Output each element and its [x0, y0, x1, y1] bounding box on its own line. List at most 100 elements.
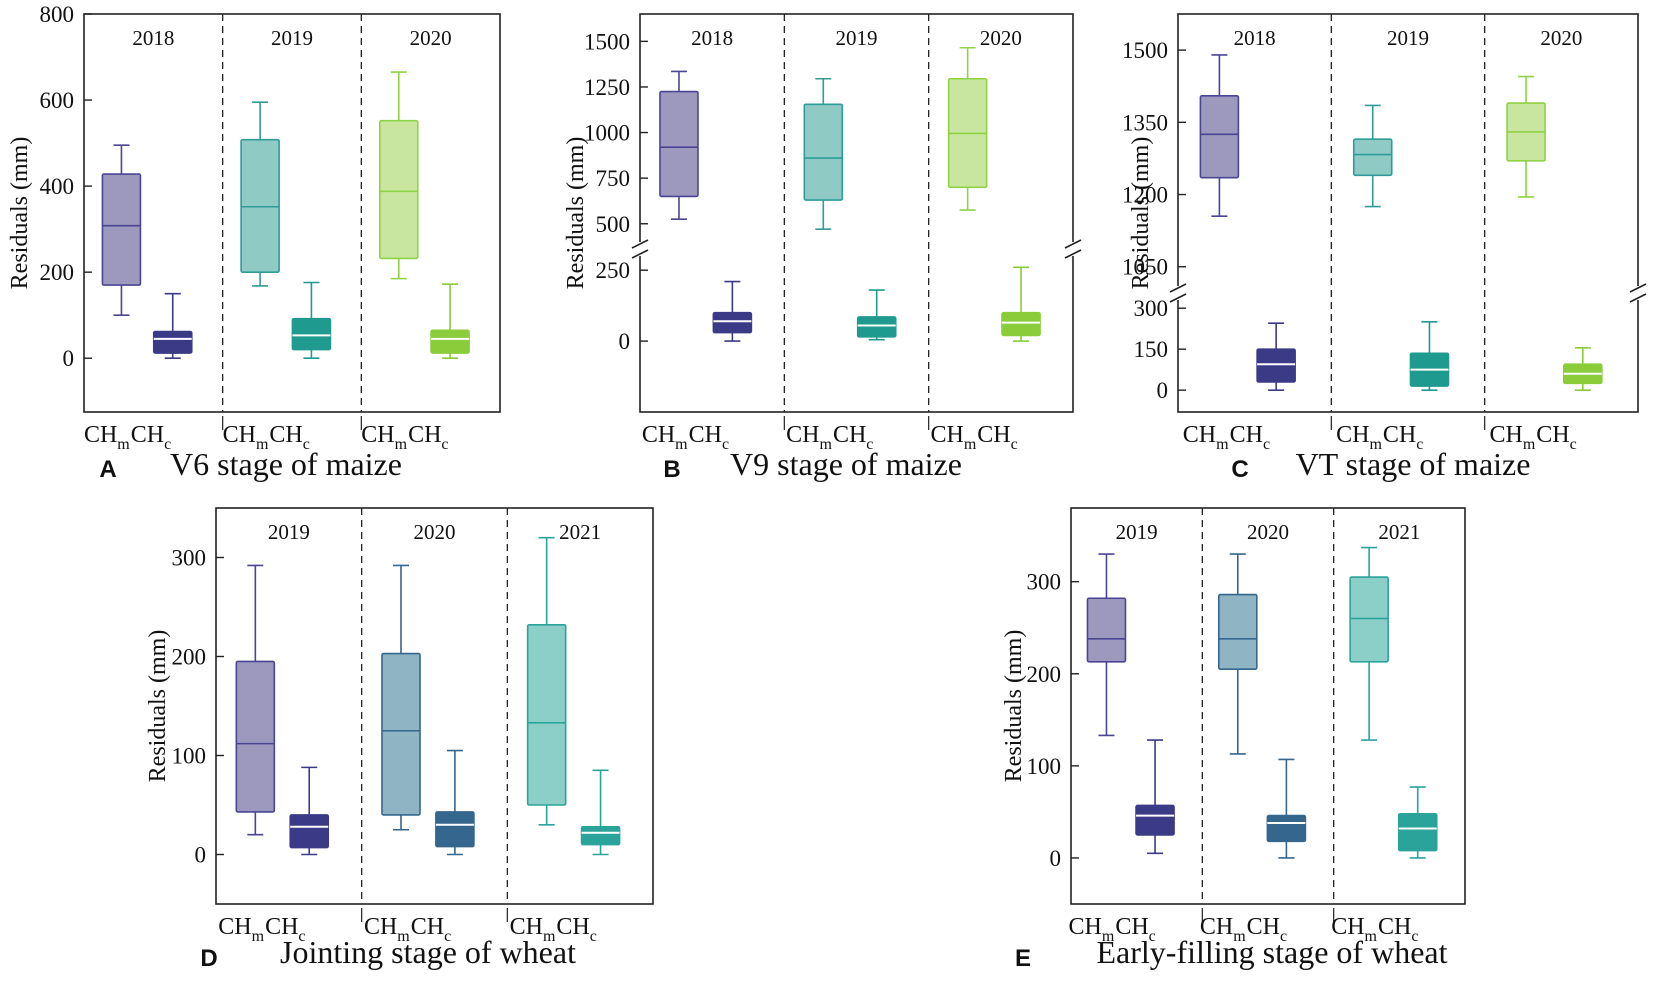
panel-C: 0 150 300 1050 1200 1350 1500 Residuals (mm) 201… [1122, 13, 1647, 483]
x-label-chc: CHc [408, 422, 448, 453]
box-body [1001, 311, 1041, 337]
y-tick-label: 0 [1157, 378, 1169, 403]
box-chc-2021 [1397, 786, 1438, 859]
plot-frame [215, 507, 654, 905]
axis-break-mark [1629, 283, 1647, 293]
box-body [526, 624, 567, 806]
box-chc-2020 [1266, 758, 1307, 859]
y-tick-label: 500 [596, 212, 631, 237]
x-label-chc: CHc [689, 422, 729, 453]
axis-break-mark [1169, 293, 1187, 303]
x-label-chc: CHc [1536, 422, 1576, 453]
box-chc-2019 [1409, 321, 1450, 391]
panel-letter: C [1231, 456, 1248, 483]
y-axis-label: Residuals (mm) [1128, 137, 1154, 290]
group-year-label: 2018 [1234, 26, 1276, 50]
group-year-label: 2020 [414, 520, 456, 544]
y-tick-label: 0 [619, 329, 631, 354]
box-body [235, 660, 276, 813]
panel-letter: E [1015, 945, 1031, 972]
box-chm-2019 [1352, 104, 1393, 208]
group-year-label: 2020 [980, 26, 1022, 50]
x-label-chc: CHc [1230, 422, 1270, 453]
x-label-chm: CHm [361, 422, 407, 453]
y-tick-label: 600 [40, 88, 75, 113]
box-chm-2020 [381, 564, 421, 831]
box-chc-2018 [152, 292, 193, 360]
y-axis-label: Residuals (mm) [7, 137, 33, 290]
y-tick-label: 300 [172, 546, 207, 571]
y-tick-label: 1050 [1122, 255, 1168, 280]
box-chm-2020 [378, 71, 419, 280]
y-tick-label: 200 [40, 260, 75, 285]
box-chc-2021 [580, 769, 621, 856]
box-chc-2019 [1135, 739, 1175, 855]
box-chm-2021 [1349, 546, 1389, 741]
box-chc-2020 [1001, 266, 1041, 342]
group-year-label: 2020 [410, 26, 452, 50]
box-chm-2019 [1086, 553, 1127, 737]
y-tick-label: 250 [596, 258, 631, 283]
box-body [289, 814, 330, 849]
box-body [430, 329, 470, 354]
group-year-label: 2019 [1387, 26, 1429, 50]
box-chc-2020 [1563, 347, 1603, 391]
box-body [378, 119, 419, 260]
y-tick-label: 1500 [1122, 38, 1168, 63]
x-label-chm: CHm [218, 914, 264, 945]
box-body [712, 311, 753, 334]
box-body [381, 652, 421, 816]
box-body [435, 811, 475, 848]
group-year-label: 2019 [1116, 520, 1158, 544]
box-chm-2018 [1199, 54, 1240, 217]
y-tick-label: 300 [1027, 570, 1062, 595]
group-year-label: 2018 [132, 26, 174, 50]
box-body [659, 90, 699, 198]
panel-letter: D [200, 945, 217, 972]
box-body [1086, 597, 1127, 663]
x-label-chm: CHm [510, 914, 556, 945]
x-label-chc: CHc [131, 422, 171, 453]
y-tick-label: 1250 [584, 75, 630, 100]
box-body [1266, 814, 1307, 843]
box-chm-2019 [235, 564, 276, 836]
group-year-label: 2019 [836, 26, 878, 50]
y-tick-label: 1200 [1122, 183, 1168, 208]
x-label-chm: CHm [1183, 422, 1229, 453]
panel-B: 0 250 500 750 1000 1250 1500 Residuals (mm) 2018… [563, 13, 1082, 483]
y-tick-label: 150 [1134, 337, 1169, 362]
box-body [101, 173, 142, 286]
y-tick-label: 0 [195, 843, 207, 868]
box-chm-2021 [526, 536, 567, 826]
box-body [240, 138, 280, 273]
box-body [856, 316, 897, 338]
y-tick-label: 200 [1027, 662, 1062, 687]
group-year-label: 2020 [1540, 26, 1582, 50]
y-tick-label: 800 [40, 2, 75, 27]
group-year-label: 2021 [1378, 520, 1420, 544]
box-chc-2018 [1256, 322, 1296, 391]
panel-letter: B [663, 456, 680, 483]
box-body [1217, 593, 1258, 670]
x-label-chm: CHm [930, 422, 976, 453]
y-tick-label: 300 [1134, 296, 1169, 321]
plot-frame [639, 13, 1074, 413]
box-body [1397, 812, 1438, 852]
y-tick-label: 100 [172, 744, 207, 769]
box-body [1256, 348, 1296, 383]
box-chm-2020 [1217, 553, 1258, 755]
axis-break-mark [631, 239, 649, 249]
panel-title: V9 stage of maize [730, 446, 962, 482]
x-label-chm: CHm [1336, 422, 1382, 453]
box-chc-2019 [291, 281, 332, 360]
box-chm-2019 [240, 101, 280, 287]
box-body [1199, 95, 1240, 179]
axis-break-mark [631, 249, 649, 259]
box-chc-2020 [430, 283, 470, 360]
box-body [580, 825, 621, 846]
panel-title: Early-filling stage of wheat [1097, 934, 1448, 970]
x-label-chm: CHm [84, 422, 130, 453]
